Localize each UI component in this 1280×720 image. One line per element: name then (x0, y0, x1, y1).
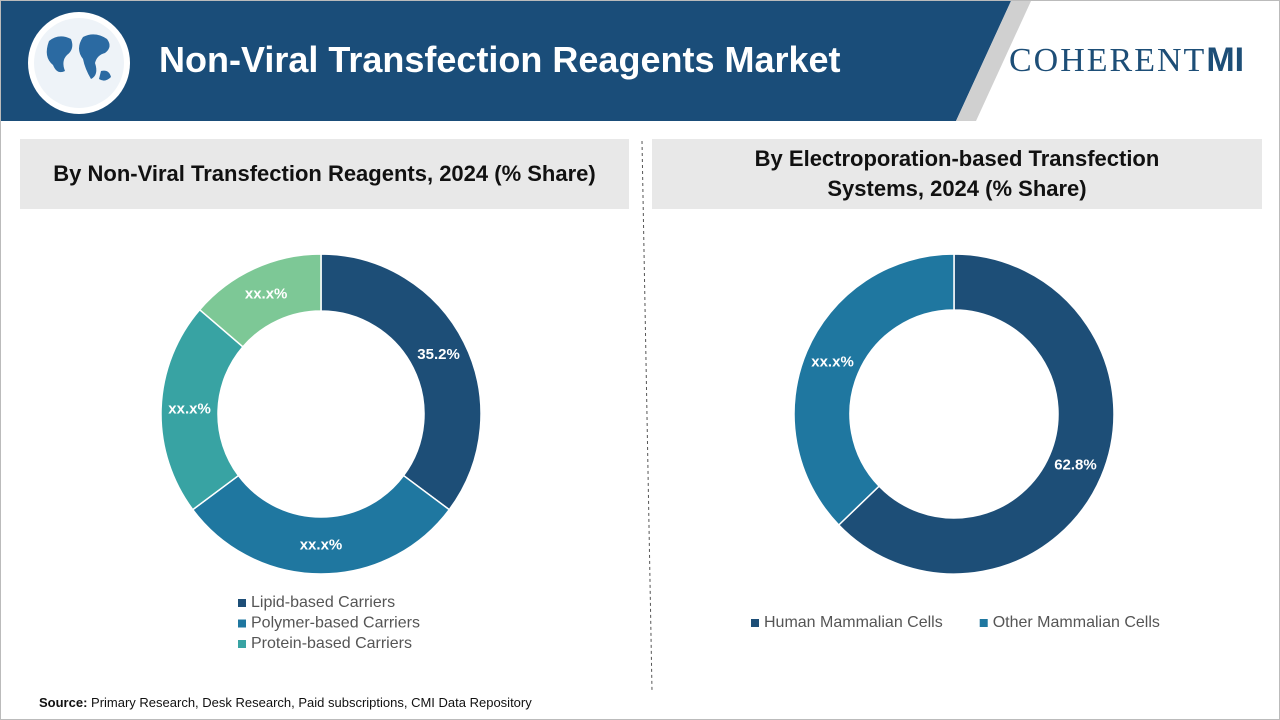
donut-slice (191, 474, 451, 575)
donut-slice (198, 253, 322, 348)
data-label: xx.x% (245, 285, 288, 302)
data-label: xx.x% (168, 400, 211, 417)
source-label: Source: (39, 695, 88, 710)
data-label: xx.x% (300, 536, 343, 553)
header-edge (956, 1, 1031, 121)
legend-label: Polymer-based Carriers (251, 615, 420, 632)
globe-land (46, 34, 111, 81)
chart-title: By Electroporation-based Transfection Sy… (652, 139, 1262, 209)
legend-label: Other Mammalian Cells (993, 614, 1160, 631)
donut-slice (793, 253, 955, 527)
divider (641, 140, 653, 692)
header-title: Non-Viral Transfection Reagents Market (159, 39, 841, 80)
legend-marker (979, 619, 988, 627)
header-band (1, 1, 1011, 121)
source-text: Primary Research, Desk Research, Paid su… (91, 695, 532, 710)
data-label: 62.8% (1054, 457, 1097, 474)
donut-slice (837, 253, 1115, 575)
globe (34, 18, 124, 108)
legend-marker (238, 640, 246, 648)
logo-text: COHERENT (1009, 42, 1207, 79)
legend-label: Lipid-based Carriers (251, 594, 395, 611)
logo-accent: MI (1206, 41, 1245, 79)
legend-label: Human Mammalian Cells (764, 614, 943, 631)
donut-slice (320, 253, 482, 511)
source: Source: Primary Research, Desk Research,… (39, 695, 532, 710)
logo: COHERENTMI (1009, 41, 1244, 80)
legend-marker (238, 599, 246, 607)
legend-label: Protein-based Carriers (251, 635, 412, 652)
legend-marker (238, 619, 246, 628)
data-label: xx.x% (811, 353, 854, 370)
data-label: 35.2% (417, 346, 460, 363)
chart-title: By Non-Viral Transfection Reagents, 2024… (20, 139, 629, 209)
legend-marker (751, 619, 759, 627)
